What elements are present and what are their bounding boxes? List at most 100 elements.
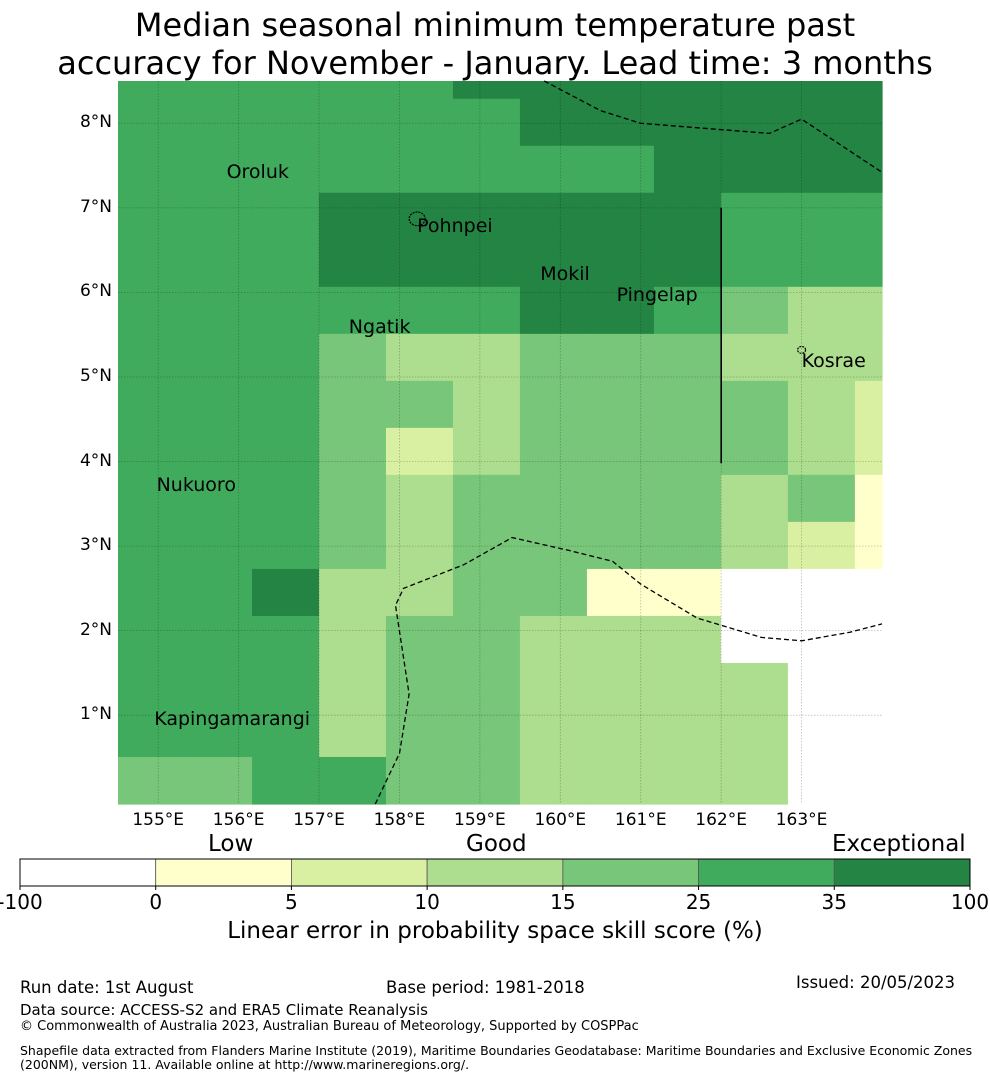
- eez-boundary-line: [543, 80, 883, 173]
- grid-cell: [251, 286, 320, 335]
- grid-cell: [653, 81, 722, 100]
- grid-cell: [184, 286, 253, 335]
- grid-cell: [787, 239, 856, 288]
- grid-cell: [251, 568, 320, 617]
- colorbar-swatch: [698, 858, 835, 887]
- grid-cell: [787, 81, 856, 100]
- grid-cell: [519, 333, 588, 382]
- grid-cell: [251, 615, 320, 664]
- grid-cell: [854, 756, 883, 805]
- grid-cell: [118, 145, 186, 194]
- colorbar-swatch: [155, 858, 292, 887]
- grid-cell: [118, 81, 186, 100]
- run-date: Run date: 1st August: [20, 978, 194, 997]
- grid-cell: [452, 192, 521, 241]
- grid-cell: [854, 333, 883, 382]
- grid-cell: [854, 474, 883, 523]
- maritime-boundaries: [374, 80, 883, 805]
- grid-cell: [787, 333, 856, 382]
- grid-cell: [118, 709, 186, 758]
- grid-cell: [787, 145, 856, 194]
- island-outlines: [408, 211, 807, 354]
- longitude-tick-label: 161°E: [614, 810, 667, 830]
- colorbar-swatch: [562, 858, 699, 887]
- colorbar-frame: [19, 858, 971, 887]
- longitude-tick-label: 157°E: [293, 810, 345, 830]
- grid-cell: [720, 568, 789, 617]
- longitude-tick-label: 155°E: [132, 810, 185, 830]
- grid-cell: [452, 709, 521, 758]
- grid-cell: [519, 521, 588, 570]
- grid-cell: [519, 568, 588, 617]
- grid-cell: [720, 333, 789, 382]
- grid-cell: [720, 474, 789, 523]
- grid-cell: [251, 239, 320, 288]
- grid-cell: [251, 521, 320, 570]
- grid-cell: [720, 286, 789, 335]
- grid-cell: [318, 615, 387, 664]
- grid-cell: [452, 98, 521, 147]
- grid-cell: [318, 474, 387, 523]
- category-good: Good: [466, 831, 527, 857]
- grid-cell: [586, 380, 655, 429]
- grid-cell: [586, 662, 655, 711]
- grid-cell: [519, 709, 588, 758]
- grid-cell: [720, 662, 789, 711]
- grid-cell: [787, 568, 856, 617]
- grid-cell: [586, 333, 655, 382]
- grid-cell: [519, 98, 588, 147]
- place-label: Kapingamarangi: [154, 708, 311, 731]
- grid-cell: [251, 192, 320, 241]
- grid-cell: [184, 709, 253, 758]
- data-source: Data source: ACCESS-S2 and ERA5 Climate …: [20, 1001, 428, 1019]
- grid-cell: [118, 756, 186, 805]
- grid-cell: [720, 427, 789, 476]
- grid-cell: [720, 81, 789, 100]
- grid-cell: [318, 333, 387, 382]
- place-label: Nukuoro: [156, 474, 236, 497]
- colorbar-label: Linear error in probability space skill …: [227, 918, 763, 944]
- latitude-tick-label: 3°N: [79, 535, 112, 556]
- grid-cell: [720, 709, 789, 758]
- colorbar-swatch: [291, 858, 428, 887]
- grid-cell: [586, 709, 655, 758]
- grid-cell: [720, 192, 789, 241]
- grid-cell: [118, 474, 186, 523]
- grid-cell: [854, 192, 883, 241]
- grid-cell: [385, 709, 454, 758]
- grid-cell: [184, 615, 253, 664]
- grid-cell: [787, 427, 856, 476]
- grid-cell: [586, 568, 655, 617]
- grid-cell: [118, 615, 186, 664]
- grid-cell: [586, 145, 655, 194]
- grid-cell: [318, 81, 387, 100]
- island-outline: [796, 345, 807, 354]
- category-exceptional: Exceptional: [832, 831, 966, 857]
- grid-cell: [251, 380, 320, 429]
- grid-cell: [251, 333, 320, 382]
- grid-cell: [519, 427, 588, 476]
- shapefile-credit-1: Shapefile data extracted from Flanders M…: [20, 1043, 973, 1058]
- grid-cell: [452, 380, 521, 429]
- grid-cell: [452, 756, 521, 805]
- grid-cell: [653, 615, 722, 664]
- grid-cell: [519, 615, 588, 664]
- grid-cell: [251, 427, 320, 476]
- colorbar: [19, 858, 971, 890]
- grid-cell: [653, 380, 722, 429]
- grid-cell: [787, 615, 856, 664]
- grid-cell: [452, 615, 521, 664]
- grid-cell: [653, 568, 722, 617]
- colorbar-tick-label: -100: [0, 890, 43, 914]
- grid-cell: [385, 521, 454, 570]
- grid-cell: [385, 568, 454, 617]
- grid-cell: [787, 286, 856, 335]
- grid-cell: [318, 98, 387, 147]
- grid-cell: [854, 286, 883, 335]
- grid-cell: [854, 521, 883, 570]
- grid-cell: [854, 615, 883, 664]
- latitude-tick-label: 1°N: [79, 704, 112, 725]
- colorbar-swatch: [426, 858, 564, 887]
- eez-boundary-line: [374, 536, 883, 805]
- grid-cell: [318, 521, 387, 570]
